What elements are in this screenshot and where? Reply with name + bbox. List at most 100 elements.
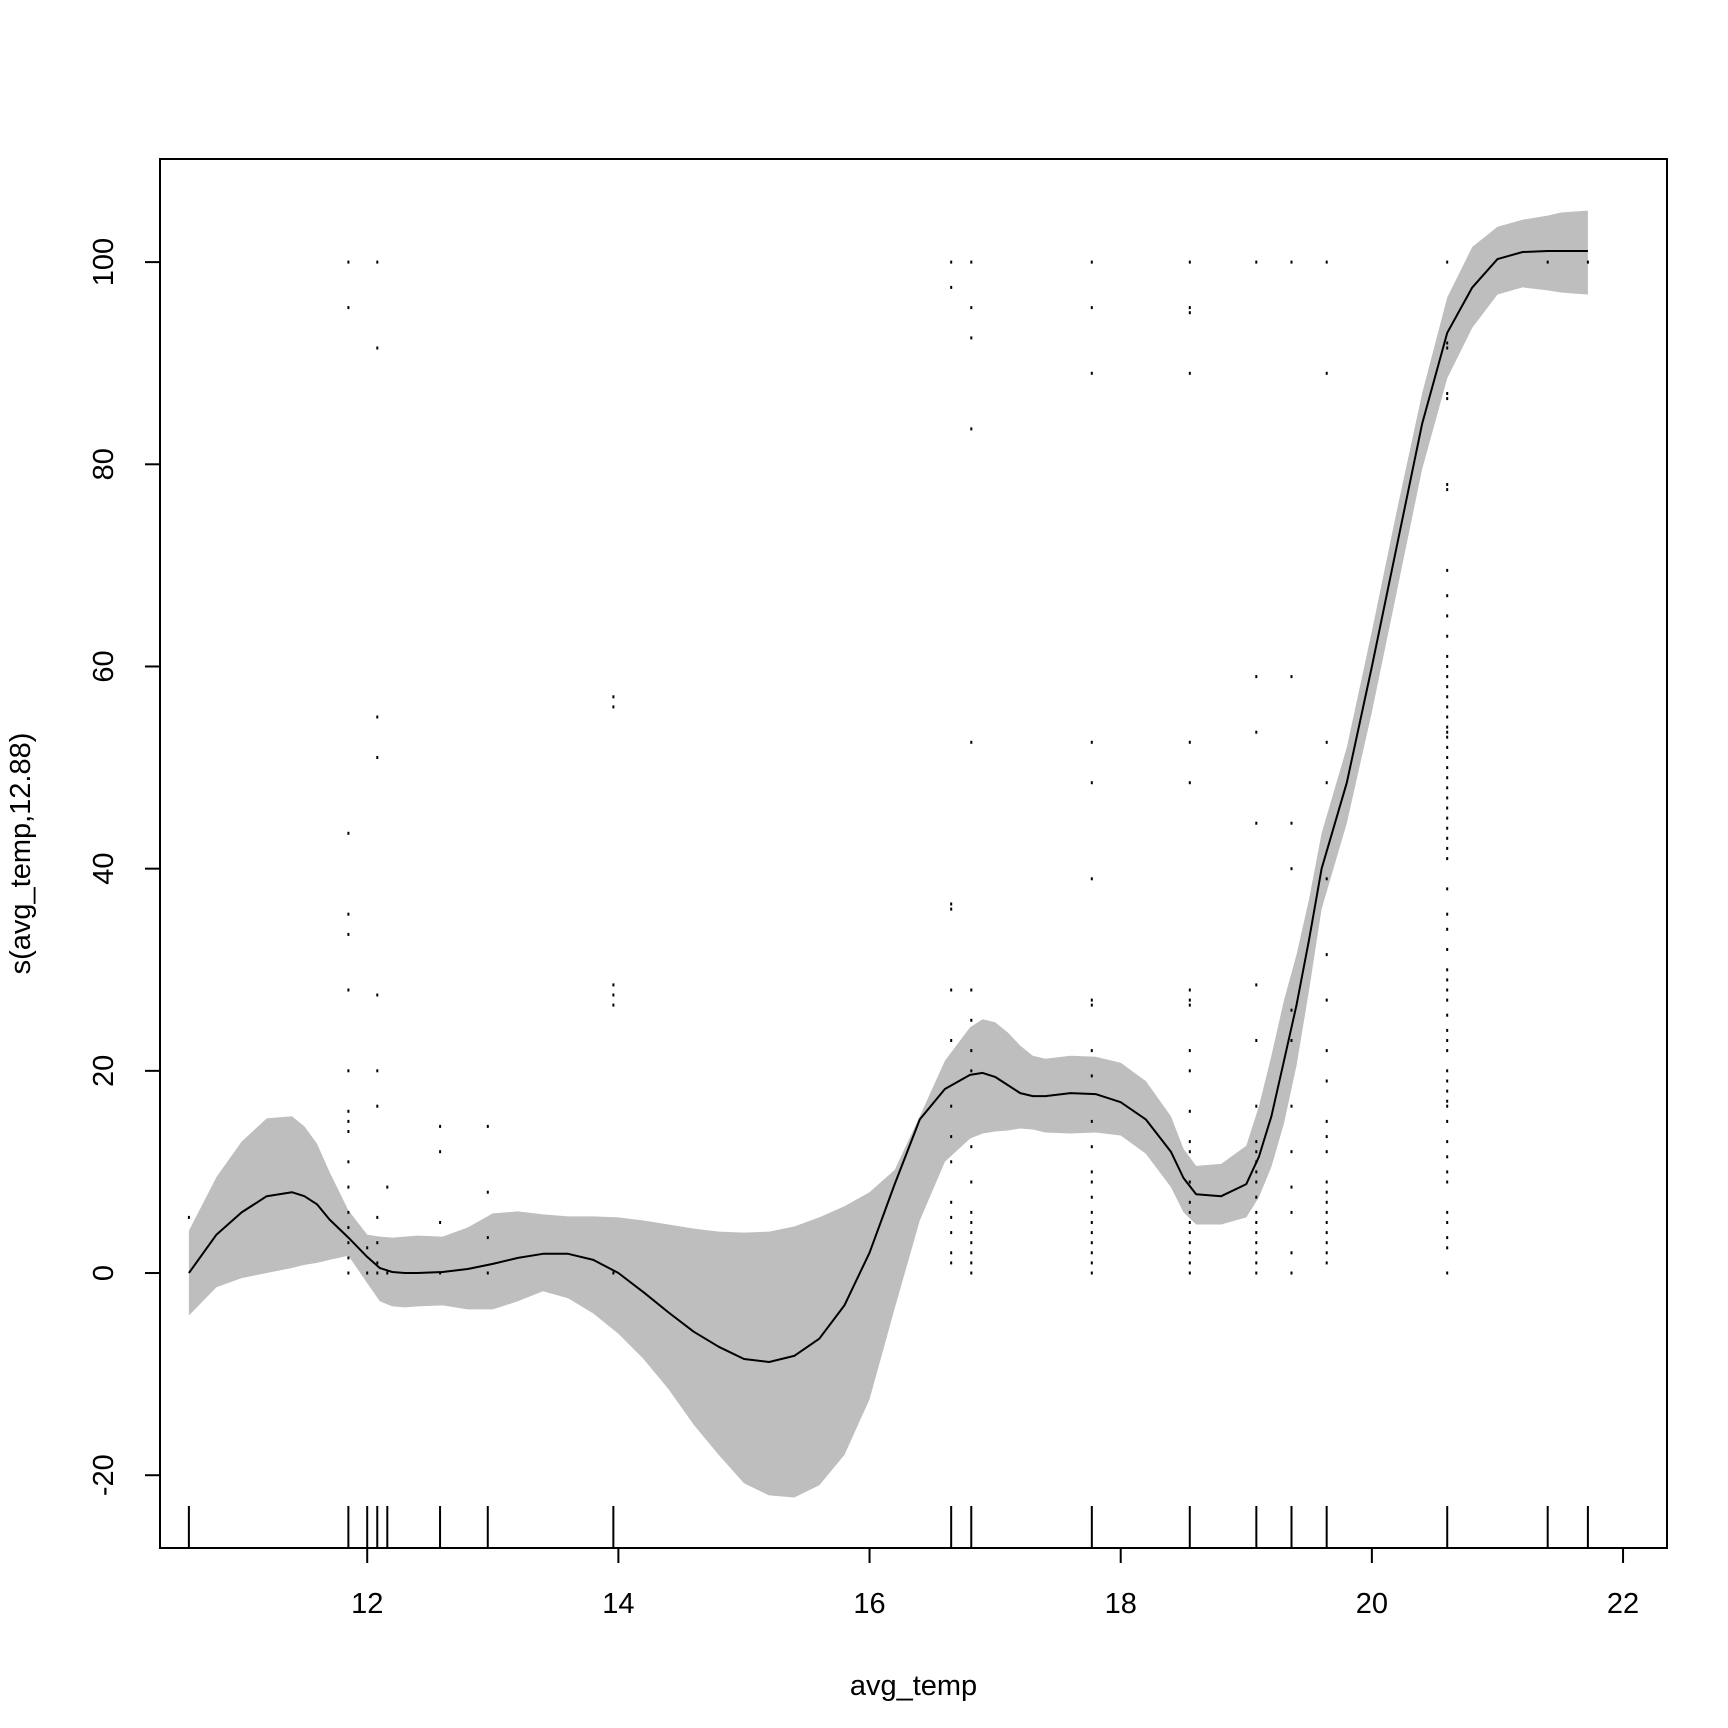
residual-point bbox=[1446, 1104, 1449, 1108]
residual-point bbox=[970, 1145, 973, 1149]
residual-point bbox=[1446, 715, 1449, 719]
residual-point bbox=[486, 1271, 489, 1275]
residual-point bbox=[1325, 1200, 1328, 1204]
residual-point bbox=[950, 1251, 953, 1255]
confidence-band bbox=[188, 210, 1588, 1498]
residual-point bbox=[970, 1210, 973, 1214]
residual-point bbox=[1446, 948, 1449, 951]
smooth-curve-layer bbox=[188, 250, 1588, 1363]
residual-point bbox=[1188, 260, 1191, 264]
residual-point bbox=[970, 740, 973, 744]
residual-point bbox=[1325, 740, 1328, 744]
smooth-curve bbox=[188, 250, 1588, 1363]
residual-point bbox=[950, 1135, 953, 1139]
residual-point bbox=[1188, 740, 1191, 744]
residual-point bbox=[1188, 371, 1191, 375]
residual-point bbox=[1090, 1231, 1093, 1235]
residual-point bbox=[1446, 836, 1449, 840]
residual-point bbox=[1446, 725, 1449, 729]
residual-point bbox=[1446, 978, 1449, 982]
residual-point bbox=[1188, 1003, 1191, 1007]
y-tick-label: 80 bbox=[88, 448, 120, 480]
residual-point bbox=[970, 988, 973, 992]
residual-point bbox=[1255, 1039, 1258, 1042]
y-tick-label: 20 bbox=[88, 1055, 120, 1087]
residual-point bbox=[1446, 796, 1449, 800]
residual-point bbox=[1446, 998, 1449, 1002]
residual-point bbox=[1446, 705, 1449, 709]
residual-point bbox=[1446, 614, 1449, 618]
residual-point bbox=[950, 260, 953, 264]
residual-point bbox=[950, 988, 953, 992]
residual-point bbox=[376, 1104, 379, 1108]
residual-point bbox=[1290, 1210, 1293, 1214]
residual-point bbox=[1188, 781, 1191, 785]
residual-point bbox=[1255, 260, 1258, 264]
residual-point bbox=[1188, 1200, 1191, 1204]
residual-point bbox=[1255, 1231, 1258, 1235]
residual-point bbox=[1188, 998, 1191, 1002]
rug-layer bbox=[187, 1506, 1589, 1548]
residual-point bbox=[366, 1246, 369, 1250]
residual-point bbox=[1446, 1271, 1449, 1275]
residual-point bbox=[1446, 912, 1449, 916]
x-tick-label: 14 bbox=[602, 1588, 634, 1620]
residual-point bbox=[1446, 1089, 1449, 1093]
residual-point bbox=[1090, 1241, 1093, 1245]
residual-point bbox=[1446, 1140, 1449, 1144]
x-axis-title: avg_temp bbox=[850, 1670, 977, 1702]
residual-point bbox=[1325, 781, 1328, 785]
residual-point bbox=[1446, 675, 1449, 679]
residual-point bbox=[376, 346, 379, 350]
residual-point bbox=[1446, 1079, 1449, 1083]
residual-point bbox=[376, 756, 379, 759]
residual-point bbox=[439, 1221, 442, 1224]
residual-point bbox=[376, 1215, 379, 1219]
residual-point bbox=[1090, 1145, 1093, 1149]
residual-point bbox=[376, 715, 379, 719]
residual-point bbox=[1325, 998, 1328, 1002]
residual-point bbox=[366, 1271, 369, 1275]
residual-point bbox=[486, 1124, 489, 1128]
residual-point bbox=[1188, 1271, 1191, 1275]
residual-point bbox=[376, 260, 379, 264]
residual-point bbox=[1446, 634, 1449, 638]
residual-point bbox=[1290, 1039, 1293, 1042]
residual-point bbox=[1446, 1155, 1449, 1159]
residual-point bbox=[1290, 821, 1293, 825]
residual-point bbox=[347, 912, 350, 916]
residual-point bbox=[1090, 1170, 1093, 1174]
residual-point bbox=[1446, 341, 1449, 345]
residual-point bbox=[950, 1231, 953, 1235]
residual-point bbox=[1090, 1271, 1093, 1275]
residual-point bbox=[970, 336, 973, 340]
x-tick-label: 12 bbox=[351, 1588, 383, 1620]
x-tick-label: 22 bbox=[1607, 1588, 1639, 1620]
residual-point bbox=[950, 1104, 953, 1108]
residual-point bbox=[1188, 1210, 1191, 1214]
residual-point bbox=[1446, 776, 1449, 780]
residual-point bbox=[1290, 1104, 1293, 1108]
residual-point bbox=[1090, 1119, 1093, 1123]
residual-point bbox=[1446, 397, 1449, 401]
x-tick-label: 20 bbox=[1356, 1588, 1388, 1620]
residual-point bbox=[1446, 695, 1449, 699]
residual-point bbox=[1446, 594, 1449, 598]
residual-point bbox=[1090, 740, 1093, 744]
residual-point bbox=[1255, 1210, 1258, 1214]
residual-point bbox=[376, 1271, 379, 1275]
residual-point bbox=[612, 705, 615, 709]
residual-point bbox=[1325, 371, 1328, 375]
partial-residuals-layer bbox=[187, 260, 1589, 1275]
residual-point bbox=[970, 1251, 973, 1255]
residual-point bbox=[347, 1109, 350, 1113]
residual-point bbox=[970, 260, 973, 264]
residual-point bbox=[950, 907, 953, 911]
residual-point bbox=[1255, 1150, 1258, 1154]
residual-point bbox=[1255, 1140, 1258, 1144]
residual-point bbox=[347, 1210, 350, 1214]
residual-point bbox=[1188, 1221, 1191, 1224]
residual-point bbox=[612, 1003, 615, 1007]
residual-point bbox=[486, 1190, 489, 1194]
residual-point bbox=[970, 1049, 973, 1053]
